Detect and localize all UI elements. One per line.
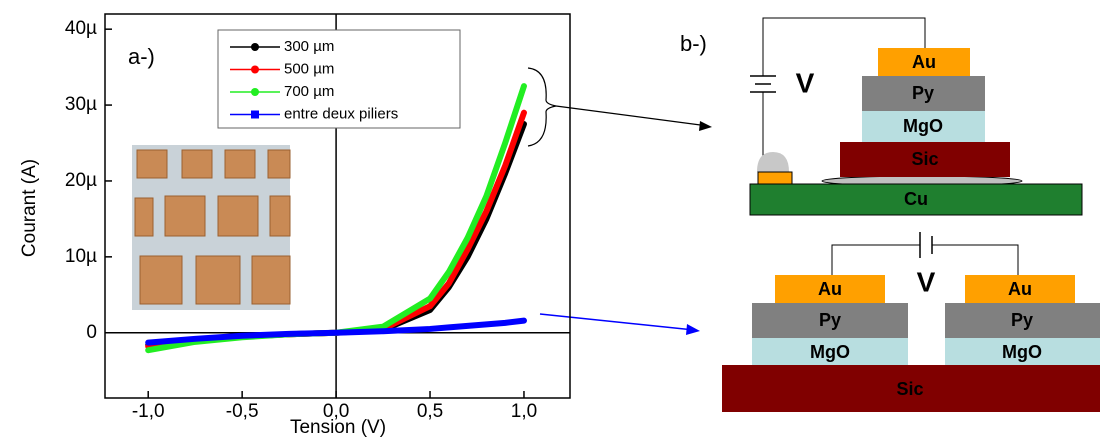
y-tick-label: 30µ xyxy=(65,94,97,115)
source-label: V xyxy=(796,67,815,98)
layer-label: Cu xyxy=(904,189,928,209)
layer-label: MgO xyxy=(903,116,943,136)
legend-marker xyxy=(251,88,259,96)
series-line xyxy=(145,317,527,346)
layer-label: Py xyxy=(912,83,934,103)
y-tick-label: 10µ xyxy=(65,246,97,267)
plot-frame xyxy=(104,13,571,399)
y-axis-title: Courant (A) xyxy=(19,159,40,257)
arrow-head xyxy=(699,121,712,131)
layer-label: Au xyxy=(912,52,936,72)
x-tick-label: -1,0 xyxy=(132,401,165,422)
x-tick-label: 0,5 xyxy=(417,401,443,422)
layer-label: Sic xyxy=(911,149,938,169)
y-tick-label: 20µ xyxy=(65,170,97,191)
legend-marker xyxy=(251,65,259,74)
legend-label: 500 µm xyxy=(284,60,334,77)
layer-label: Py xyxy=(1011,310,1033,330)
diagram-top: V Cu Sic MgO Py Au xyxy=(749,17,1083,216)
x-tick-label: 1,0 xyxy=(511,401,537,422)
layer-label: Au xyxy=(1008,279,1032,299)
arrow-head xyxy=(686,324,700,335)
diagram-bottom: V Sic MgO Py Au MgO Py Au xyxy=(722,232,1100,412)
y-tick-label: 0 xyxy=(86,322,97,343)
arrow xyxy=(555,105,709,127)
layer-label: Py xyxy=(819,310,841,330)
legend-marker xyxy=(251,110,259,119)
panel-label: b-) xyxy=(680,31,707,56)
inset-photo xyxy=(132,145,291,310)
annotation: a-) xyxy=(128,44,155,69)
x-tick-label: 0,0 xyxy=(323,401,349,422)
arrow xyxy=(539,313,695,331)
x-tick-label: -0,5 xyxy=(226,401,259,422)
source-label: V xyxy=(917,266,936,297)
layer-label: MgO xyxy=(1002,342,1042,362)
brace xyxy=(527,67,557,147)
legend-label: entre deux piliers xyxy=(284,105,398,122)
legend-label: 300 µm xyxy=(284,38,334,55)
layer-label: MgO xyxy=(810,342,850,362)
legend-marker xyxy=(251,43,259,51)
layer-label: Sic xyxy=(896,379,923,399)
layer-label: Au xyxy=(818,279,842,299)
x-axis-title: Tension (V) xyxy=(290,417,386,438)
legend-label: 700 µm xyxy=(284,83,334,100)
y-tick-label: 40µ xyxy=(65,18,97,39)
